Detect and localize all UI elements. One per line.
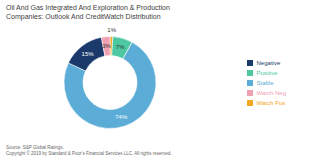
html-text:Copyright © 2019 by Standard &: Copyright © 2019 by Standard & Poor's Fi… — [6, 151, 172, 156]
svg-text:74%: 74% — [115, 114, 128, 120]
html-text:Watch Pos: Watch Pos — [256, 99, 286, 106]
html-text:Watch Neg: Watch Neg — [256, 89, 286, 96]
html-text:Stable: Stable — [256, 79, 274, 86]
svg-text:1%: 1% — [107, 27, 116, 33]
svg-text:15%: 15% — [82, 51, 95, 57]
html-text:Negative: Negative — [256, 59, 281, 66]
svg-text:7%: 7% — [116, 44, 125, 50]
html-text:Source: S&P Global Ratings.: Source: S&P Global Ratings. — [6, 145, 64, 150]
html-text:Positive: Positive — [256, 69, 278, 76]
svg-text:3%: 3% — [102, 43, 111, 49]
html-text:Oil And Gas Integrated And Exp: Oil And Gas Integrated And Exploration &… — [6, 4, 170, 20]
